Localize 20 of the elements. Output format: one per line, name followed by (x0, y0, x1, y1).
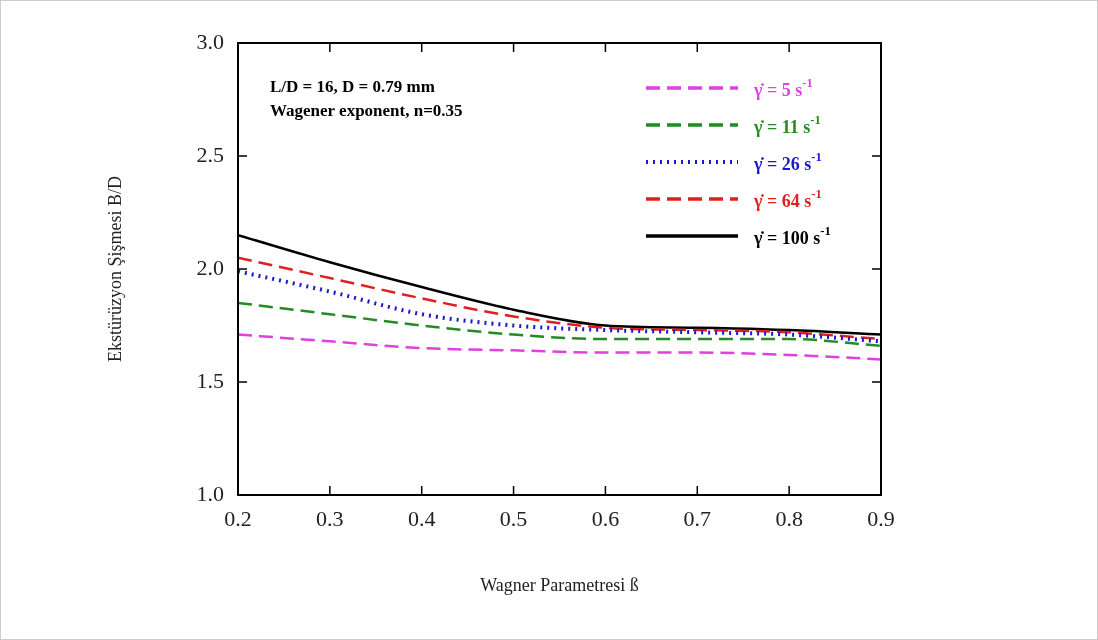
line-series (238, 301, 881, 348)
line-series (238, 269, 881, 344)
y-tick-label: 2.5 (196, 141, 224, 167)
x-tick-label: 0.3 (316, 505, 344, 531)
x-tick-label: 0.8 (775, 505, 803, 531)
y-tick-label: 2.0 (196, 254, 224, 280)
x-tick-label: 0.5 (499, 505, 528, 531)
x-tick-label: 0.7 (683, 505, 712, 531)
y-tick-label: 3.0 (196, 28, 224, 54)
x-tick-label: 0.6 (591, 505, 620, 531)
y-axis-title: Ekstürüzyon Şişmesi B/D (104, 175, 125, 363)
annotation: Wagener exponent, n=0.35 (270, 101, 463, 121)
x-tick-label: 0.4 (407, 505, 436, 531)
x-tick-label: 0.2 (224, 505, 252, 531)
y-tick-label: 1.0 (196, 480, 224, 506)
x-tick-label: 0.9 (867, 505, 895, 531)
y-tick-label: 1.5 (196, 367, 224, 393)
line-series (238, 333, 881, 361)
x-axis-title: Wagner Parametresi ß (480, 574, 639, 595)
annotation: L/D = 16, D = 0.79 mm (270, 77, 435, 97)
